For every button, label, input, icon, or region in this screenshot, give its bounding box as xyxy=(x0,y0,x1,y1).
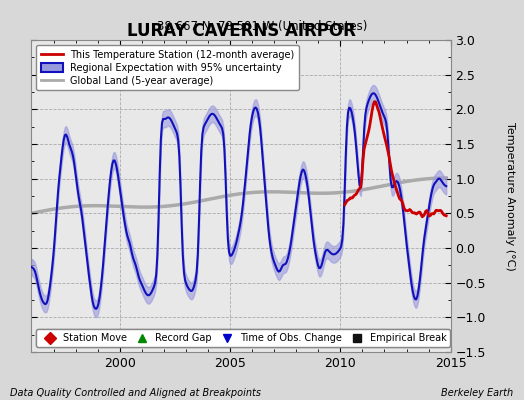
Title: LURAY CAVERNS AIRPOR: LURAY CAVERNS AIRPOR xyxy=(127,22,355,40)
Y-axis label: Temperature Anomaly (°C): Temperature Anomaly (°C) xyxy=(506,122,516,270)
Text: Berkeley Earth: Berkeley Earth xyxy=(441,388,514,398)
Text: 38.667 N, 78.501 W (United States): 38.667 N, 78.501 W (United States) xyxy=(157,20,367,33)
Legend: Station Move, Record Gap, Time of Obs. Change, Empirical Break: Station Move, Record Gap, Time of Obs. C… xyxy=(36,329,450,347)
Text: Data Quality Controlled and Aligned at Breakpoints: Data Quality Controlled and Aligned at B… xyxy=(10,388,261,398)
